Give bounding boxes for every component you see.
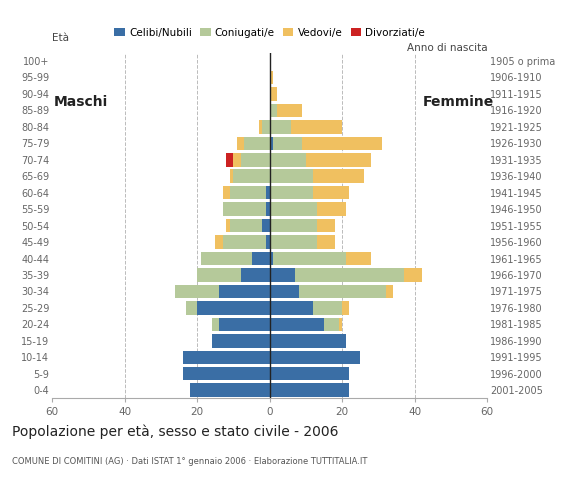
Bar: [273, 137, 302, 150]
Bar: [262, 219, 270, 232]
Bar: [270, 104, 277, 117]
Bar: [317, 235, 335, 249]
Bar: [270, 219, 317, 232]
Bar: [212, 318, 219, 331]
Bar: [295, 268, 404, 282]
Bar: [277, 104, 302, 117]
Bar: [223, 186, 230, 199]
Text: Età: Età: [52, 33, 69, 43]
Bar: [342, 301, 349, 314]
Bar: [175, 285, 219, 298]
Bar: [270, 334, 346, 348]
Bar: [237, 137, 244, 150]
Bar: [190, 384, 270, 397]
Bar: [404, 268, 422, 282]
Bar: [324, 318, 339, 331]
Bar: [313, 186, 349, 199]
Bar: [270, 120, 291, 133]
Bar: [270, 169, 313, 183]
Bar: [266, 235, 270, 249]
Bar: [313, 301, 342, 314]
Bar: [317, 203, 346, 216]
Bar: [270, 137, 273, 150]
Bar: [270, 367, 349, 381]
Bar: [339, 318, 342, 331]
Bar: [291, 120, 342, 133]
Bar: [270, 268, 295, 282]
Bar: [386, 285, 393, 298]
Bar: [346, 252, 371, 265]
Bar: [226, 219, 230, 232]
Bar: [223, 203, 266, 216]
Bar: [270, 186, 313, 199]
Bar: [317, 219, 335, 232]
Bar: [259, 120, 262, 133]
Text: Femmine: Femmine: [423, 95, 494, 109]
Bar: [270, 285, 299, 298]
Legend: Celibi/Nubili, Coniugati/e, Vedovi/e, Divorziati/e: Celibi/Nubili, Coniugati/e, Vedovi/e, Di…: [110, 24, 429, 42]
Bar: [186, 301, 197, 314]
Bar: [226, 153, 233, 167]
Bar: [262, 120, 270, 133]
Bar: [270, 301, 313, 314]
Bar: [270, 87, 277, 101]
Bar: [273, 252, 346, 265]
Bar: [230, 186, 266, 199]
Text: Popolazione per età, sesso e stato civile - 2006: Popolazione per età, sesso e stato civil…: [12, 425, 338, 439]
Text: Anno di nascita: Anno di nascita: [407, 43, 487, 53]
Bar: [215, 235, 223, 249]
Bar: [230, 169, 233, 183]
Bar: [270, 252, 273, 265]
Bar: [233, 153, 241, 167]
Text: Maschi: Maschi: [54, 95, 108, 109]
Bar: [270, 235, 317, 249]
Text: COMUNE DI COMITINI (AG) · Dati ISTAT 1° gennaio 2006 · Elaborazione TUTTITALIA.I: COMUNE DI COMITINI (AG) · Dati ISTAT 1° …: [12, 457, 367, 466]
Bar: [183, 350, 270, 364]
Bar: [183, 367, 270, 381]
Bar: [313, 169, 364, 183]
Bar: [244, 137, 270, 150]
Bar: [270, 153, 306, 167]
Bar: [299, 285, 386, 298]
Bar: [197, 268, 241, 282]
Bar: [241, 153, 270, 167]
Bar: [270, 350, 360, 364]
Bar: [219, 285, 270, 298]
Bar: [230, 219, 262, 232]
Bar: [233, 169, 270, 183]
Bar: [270, 71, 273, 84]
Bar: [219, 318, 270, 331]
Bar: [270, 203, 317, 216]
Bar: [223, 235, 266, 249]
Bar: [197, 301, 270, 314]
Bar: [302, 137, 382, 150]
Bar: [270, 384, 349, 397]
Bar: [252, 252, 270, 265]
Bar: [266, 203, 270, 216]
Bar: [201, 252, 252, 265]
Bar: [270, 318, 324, 331]
Bar: [212, 334, 270, 348]
Bar: [266, 186, 270, 199]
Bar: [306, 153, 371, 167]
Bar: [241, 268, 270, 282]
